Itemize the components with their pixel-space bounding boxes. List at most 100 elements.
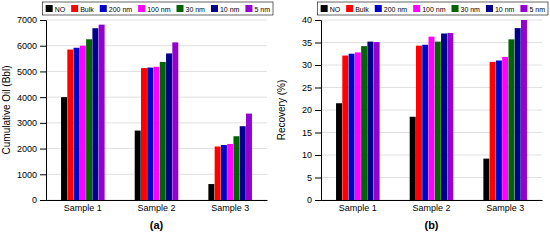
tick-label: Sample 3 — [211, 203, 249, 213]
tick-mark — [40, 20, 46, 21]
bar — [435, 42, 441, 200]
tick-label: 7000 — [17, 15, 37, 25]
panel: 0510152025303540Sample 1Sample 2Sample 3… — [276, 2, 548, 231]
bar — [496, 61, 502, 201]
bar — [367, 42, 373, 200]
bar — [361, 46, 367, 200]
x-tick: Sample 3 — [211, 203, 249, 213]
bar — [80, 46, 86, 200]
tick-mark — [40, 123, 46, 124]
legend-label: Bulk — [80, 6, 94, 13]
legend-label: 10 nm — [220, 6, 240, 13]
tick-label: 0 — [307, 195, 312, 205]
tick-mark — [315, 178, 321, 179]
legend-item: 200 nm — [375, 5, 408, 13]
tick-label: 40 — [302, 15, 312, 25]
legend-swatch — [520, 5, 527, 12]
bar — [141, 68, 147, 200]
bar — [515, 28, 521, 200]
legend-item: NO — [321, 5, 341, 13]
tick-label: 2000 — [17, 144, 37, 154]
tick-label: 5000 — [17, 67, 37, 77]
axis-line — [322, 200, 543, 201]
legend-item: 100 nm — [413, 5, 446, 13]
grid-line — [46, 45, 267, 46]
tick-mark — [40, 46, 46, 47]
legend-swatch — [375, 5, 382, 12]
bars — [61, 25, 252, 200]
y-tick: 40 — [302, 15, 321, 25]
axis-line — [40, 21, 47, 201]
bar-series — [342, 46, 495, 200]
bar — [441, 34, 447, 201]
bar — [349, 54, 355, 200]
bar — [502, 57, 508, 200]
bar — [86, 39, 92, 200]
legend-item: 10 nm — [486, 5, 515, 13]
y-tick: 4000 — [17, 93, 46, 103]
bar — [215, 147, 221, 200]
legend-label: Bulk — [355, 6, 369, 13]
bar — [135, 131, 141, 200]
tick-mark — [40, 200, 46, 201]
y-tick: 6000 — [17, 41, 46, 51]
legend-swatch — [46, 5, 53, 12]
bar — [508, 39, 514, 200]
bar — [342, 56, 348, 200]
bar — [154, 67, 160, 200]
legend-label: NO — [55, 6, 66, 13]
tick-label: 30 — [302, 60, 312, 70]
legend-swatch — [245, 5, 252, 12]
bar — [99, 25, 105, 200]
y-tick: 2000 — [17, 144, 46, 154]
tick-mark — [315, 65, 321, 66]
tick-label: 0 — [32, 195, 37, 205]
bar — [422, 45, 428, 200]
legend-swatch — [452, 5, 459, 12]
bar — [336, 103, 342, 200]
grid-line — [321, 20, 542, 21]
bar — [74, 48, 80, 200]
y-tick: 5000 — [17, 67, 46, 77]
y-tick: 20 — [302, 105, 321, 115]
x-axis: Sample 1Sample 2Sample 3 — [322, 201, 543, 214]
bars — [336, 20, 527, 200]
y-tick: 25 — [302, 83, 321, 93]
tick-label: 4000 — [17, 93, 37, 103]
y-tick: 30 — [302, 60, 321, 70]
y-tick: 1000 — [17, 170, 46, 180]
tick-label: Sample 2 — [137, 203, 175, 213]
grid — [321, 20, 542, 200]
legend-item: 30 nm — [177, 5, 206, 13]
tick-mark — [40, 97, 46, 98]
legend-item: Bulk — [71, 5, 94, 13]
bar — [92, 28, 98, 200]
legend-item: 200 nm — [100, 5, 133, 13]
legend-label: 5 nm — [529, 6, 545, 13]
legend-label: 30 nm — [461, 6, 481, 13]
y-tick: 5 — [307, 173, 321, 183]
axis-line — [315, 21, 322, 201]
bar — [166, 53, 172, 200]
tick-mark — [315, 43, 321, 44]
grid — [46, 20, 267, 200]
x-axis: Sample 1 Sample 2 Sample 3 — [47, 201, 268, 214]
bar — [67, 50, 73, 200]
bar — [246, 114, 252, 200]
tick-label: Sample 1 — [64, 203, 102, 213]
tick-mark — [315, 20, 321, 21]
bar-series — [374, 20, 527, 200]
y-tick: 0 — [32, 195, 46, 205]
legend-swatch — [138, 5, 145, 12]
bar — [483, 159, 489, 200]
title: (b) — [424, 219, 438, 231]
legend-item: 5 nm — [245, 5, 270, 13]
bar-series — [361, 39, 514, 200]
legend-swatch — [486, 5, 493, 12]
legend-swatch — [321, 5, 328, 12]
bar-series — [92, 28, 245, 200]
x-tick: Sample 3 — [486, 203, 524, 213]
legend: NO Bulk 200 nm 100 nm 30 nm 10 nm 5 nm — [318, 2, 548, 15]
y-axis: 01000200030004000500060007000 — [17, 15, 47, 205]
legend-swatch — [346, 5, 353, 12]
